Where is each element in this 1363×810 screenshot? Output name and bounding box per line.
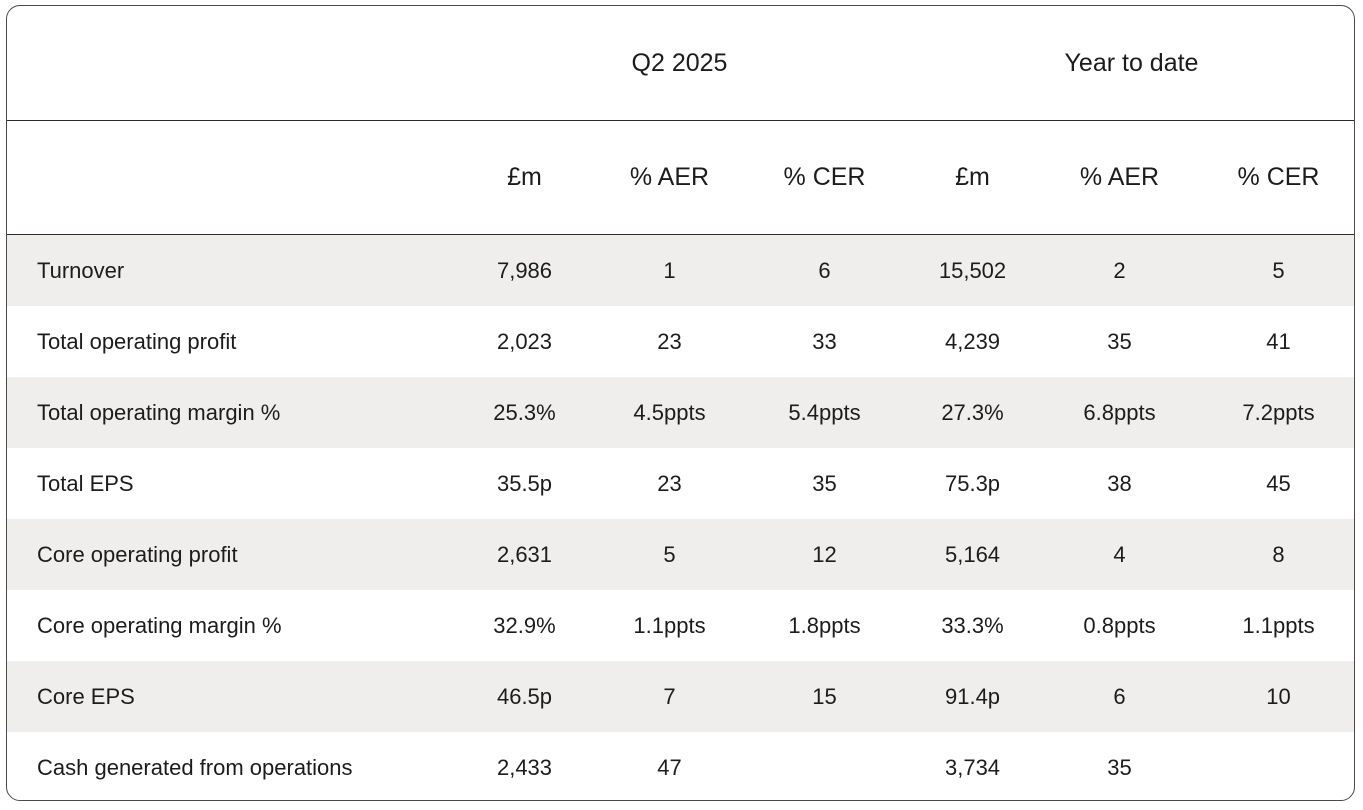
table-cell: 27.3% xyxy=(907,377,1039,448)
table-row: Total operating profit 2,023 23 33 4,239… xyxy=(7,306,1354,377)
column-header-ytd-gbp: £m xyxy=(907,120,1039,235)
table-cell: 6 xyxy=(1038,661,1202,732)
table-cell: 4,239 xyxy=(944,328,1001,354)
table-cell: 6 xyxy=(742,234,908,306)
table-row: Total EPS 35.5p 23 35 75.3p 38 45 xyxy=(7,448,1354,519)
table-cell xyxy=(742,732,907,800)
table-row: Core operating margin % 32.9% 1.1ppts 1.… xyxy=(7,590,1354,661)
table-cell: 8 xyxy=(1201,519,1354,590)
table-cell: 41 xyxy=(1266,328,1291,354)
column-header-row: £m % AER % CER £m % AER % CER xyxy=(7,120,1354,235)
table-cell: 1.8ppts xyxy=(788,612,861,638)
row-label: Cash generated from operations xyxy=(37,754,353,780)
table-cell: 23 xyxy=(657,470,682,496)
column-header-blank xyxy=(7,120,452,235)
table-row: Turnover 7,986 1 6 15,502 2 5 xyxy=(7,234,1354,306)
table-cell: 3,734 xyxy=(944,754,1001,780)
table-cell: 10 xyxy=(1201,661,1354,732)
row-label: Core EPS xyxy=(7,661,452,732)
table-cell: 45 xyxy=(1266,470,1291,496)
table-cell: 1.1ppts xyxy=(633,612,706,638)
table-cell: 35 xyxy=(812,470,837,496)
row-label: Core operating margin % xyxy=(37,612,282,638)
table-cell: 33.3% xyxy=(941,612,1004,638)
table-cell: 15 xyxy=(742,661,908,732)
table-row: Cash generated from operations 2,433 47 … xyxy=(7,732,1354,800)
table-cell: 25.3% xyxy=(452,377,597,448)
row-label: Total operating margin % xyxy=(7,377,452,448)
column-header-q2-aer: % AER xyxy=(597,120,742,235)
table-cell: 7.2ppts xyxy=(1201,377,1354,448)
table-cell: 4.5ppts xyxy=(597,377,742,448)
row-label: Total EPS xyxy=(37,470,134,496)
table-cell: 15,502 xyxy=(907,234,1039,306)
financial-summary-table: Q2 2025 Year to date £m % AER % CER £m %… xyxy=(7,6,1354,800)
table-row: Core EPS 46.5p 7 15 91.4p 6 10 xyxy=(7,661,1354,732)
table-cell: 35 xyxy=(1107,328,1132,354)
column-header-q2-cer: % CER xyxy=(742,120,908,235)
table-cell: 35.5p xyxy=(496,470,553,496)
table-cell: 75.3p xyxy=(944,470,1001,496)
group-header-q2: Q2 2025 xyxy=(452,6,908,121)
table-cell: 23 xyxy=(657,328,682,354)
group-header-blank xyxy=(7,6,452,121)
table-cell: 32.9% xyxy=(493,612,556,638)
column-header-q2-gbp: £m xyxy=(452,120,597,235)
table-cell: 38 xyxy=(1107,470,1132,496)
table-cell: 35 xyxy=(1107,754,1132,780)
table-cell: 0.8ppts xyxy=(1083,612,1156,638)
column-header-ytd-aer: % AER xyxy=(1038,120,1202,235)
table-row: Total operating margin % 25.3% 4.5ppts 5… xyxy=(7,377,1354,448)
table-cell: 5,164 xyxy=(907,519,1039,590)
table-cell: 5 xyxy=(597,519,742,590)
table-cell: 7,986 xyxy=(452,234,597,306)
table-cell: 46.5p xyxy=(452,661,597,732)
column-header-ytd-cer: % CER xyxy=(1201,120,1354,235)
table-cell: 5.4ppts xyxy=(742,377,908,448)
group-header-ytd: Year to date xyxy=(907,6,1354,121)
table-cell: 91.4p xyxy=(907,661,1039,732)
table-cell: 4 xyxy=(1038,519,1202,590)
row-label: Core operating profit xyxy=(7,519,452,590)
table-cell: 2 xyxy=(1038,234,1202,306)
row-label: Turnover xyxy=(7,234,452,306)
table-cell: 33 xyxy=(812,328,837,354)
group-header-row: Q2 2025 Year to date xyxy=(7,6,1354,121)
row-label: Total operating profit xyxy=(37,328,237,354)
table-cell: 2,433 xyxy=(496,754,553,780)
table-cell: 47 xyxy=(657,754,682,780)
table-cell: 2,023 xyxy=(496,328,553,354)
table-cell: 7 xyxy=(597,661,742,732)
table-row: Core operating profit 2,631 5 12 5,164 4… xyxy=(7,519,1354,590)
table-cell: 5 xyxy=(1201,234,1354,306)
table-cell: 2,631 xyxy=(452,519,597,590)
table-cell: 1 xyxy=(597,234,742,306)
table-cell xyxy=(1201,732,1354,800)
financial-summary-card: Q2 2025 Year to date £m % AER % CER £m %… xyxy=(6,5,1355,801)
table-cell: 6.8ppts xyxy=(1038,377,1202,448)
table-cell: 1.1ppts xyxy=(1242,612,1315,638)
table-cell: 12 xyxy=(742,519,908,590)
